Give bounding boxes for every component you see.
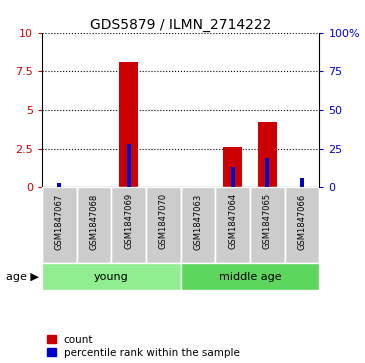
Bar xyxy=(119,62,138,187)
Text: GSM1847068: GSM1847068 xyxy=(89,193,99,250)
Bar xyxy=(300,178,304,187)
Bar xyxy=(223,147,242,187)
Text: GSM1847069: GSM1847069 xyxy=(124,193,133,249)
Bar xyxy=(215,187,250,263)
Bar xyxy=(181,187,215,263)
Text: middle age: middle age xyxy=(219,272,281,282)
Bar xyxy=(42,263,181,290)
Bar xyxy=(111,187,146,263)
Text: GSM1847070: GSM1847070 xyxy=(159,193,168,249)
Bar xyxy=(146,187,181,263)
Bar xyxy=(258,122,277,187)
Text: GSM1847067: GSM1847067 xyxy=(55,193,64,250)
Text: GSM1847064: GSM1847064 xyxy=(228,193,237,249)
Bar xyxy=(285,187,319,263)
Bar xyxy=(250,187,285,263)
Text: young: young xyxy=(94,272,129,282)
Text: GSM1847063: GSM1847063 xyxy=(193,193,203,250)
Bar xyxy=(265,158,269,187)
Title: GDS5879 / ILMN_2714222: GDS5879 / ILMN_2714222 xyxy=(90,18,271,32)
Bar xyxy=(181,263,319,290)
Bar xyxy=(77,187,111,263)
Text: GSM1847065: GSM1847065 xyxy=(263,193,272,249)
Legend: count, percentile rank within the sample: count, percentile rank within the sample xyxy=(47,335,240,358)
Bar xyxy=(57,183,61,187)
Bar xyxy=(127,144,131,187)
Text: age ▶: age ▶ xyxy=(5,272,39,282)
Bar xyxy=(231,167,235,187)
Text: GSM1847066: GSM1847066 xyxy=(297,193,307,250)
Bar xyxy=(42,187,77,263)
